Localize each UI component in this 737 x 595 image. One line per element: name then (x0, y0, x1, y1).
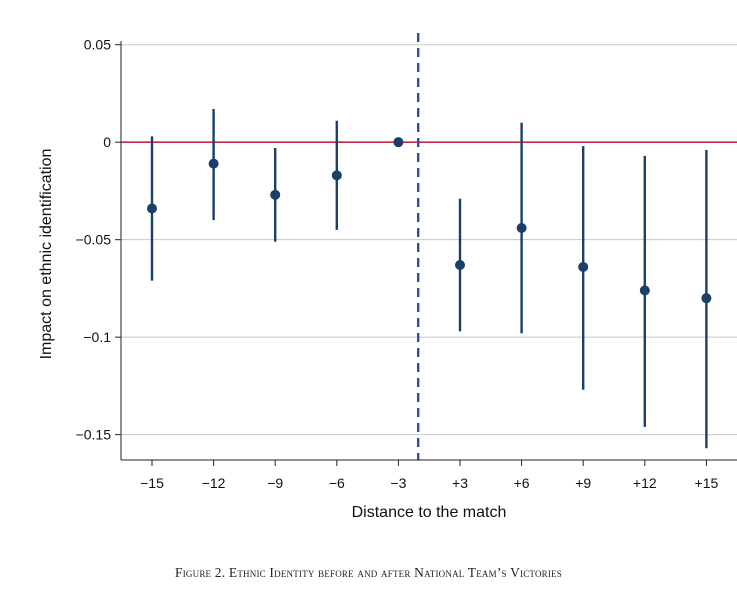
point-estimate (147, 203, 157, 214)
gridlines (121, 44, 737, 436)
x-tick-label: +9 (575, 475, 591, 491)
point-estimate (516, 222, 527, 233)
figure-caption: Figure 2. Ethnic Identity before and aft… (175, 565, 562, 580)
x-axis-title: Distance to the match (352, 504, 507, 521)
x-tick-label: +15 (695, 475, 719, 491)
y-axis-title: Impact on ethnic identification (38, 149, 55, 360)
y-tick-label: 0.05 (84, 37, 111, 53)
x-tick-label: −6 (329, 475, 345, 491)
point-estimate (393, 137, 404, 148)
point-estimate (208, 158, 219, 169)
x-tick-label: −3 (390, 475, 406, 491)
point-estimates (147, 137, 712, 304)
point-estimate (639, 285, 650, 296)
coefficient-chart: 0.05 0 −0.05 −0.1 −0.15 −15 −12 −9 −6 −3 +3 +6 +9 +12… (38, 33, 737, 521)
x-tick-label: +6 (514, 475, 530, 491)
x-tick-label: −12 (202, 475, 226, 491)
confidence-intervals (150, 109, 708, 449)
y-tick-label: 0 (103, 134, 111, 150)
x-tick-label: −15 (140, 475, 164, 491)
tick-labels: 0.05 0 −0.05 −0.1 −0.15 −15 −12 −9 −6 −3 +3 +6 +9 +12… (76, 37, 719, 491)
x-tick-label: +12 (633, 475, 657, 491)
point-estimate (331, 170, 342, 181)
y-tick-label: −0.05 (76, 232, 112, 248)
x-tick-label: −9 (267, 475, 283, 491)
y-tick-label: −0.15 (76, 427, 112, 443)
x-tick-label: +3 (452, 475, 468, 491)
point-estimate (701, 293, 712, 304)
reference-lines (121, 33, 737, 460)
axes (115, 41, 737, 466)
point-estimate (455, 260, 465, 271)
y-tick-label: −0.1 (83, 329, 111, 345)
point-estimate (270, 189, 281, 200)
point-estimate (578, 261, 589, 272)
